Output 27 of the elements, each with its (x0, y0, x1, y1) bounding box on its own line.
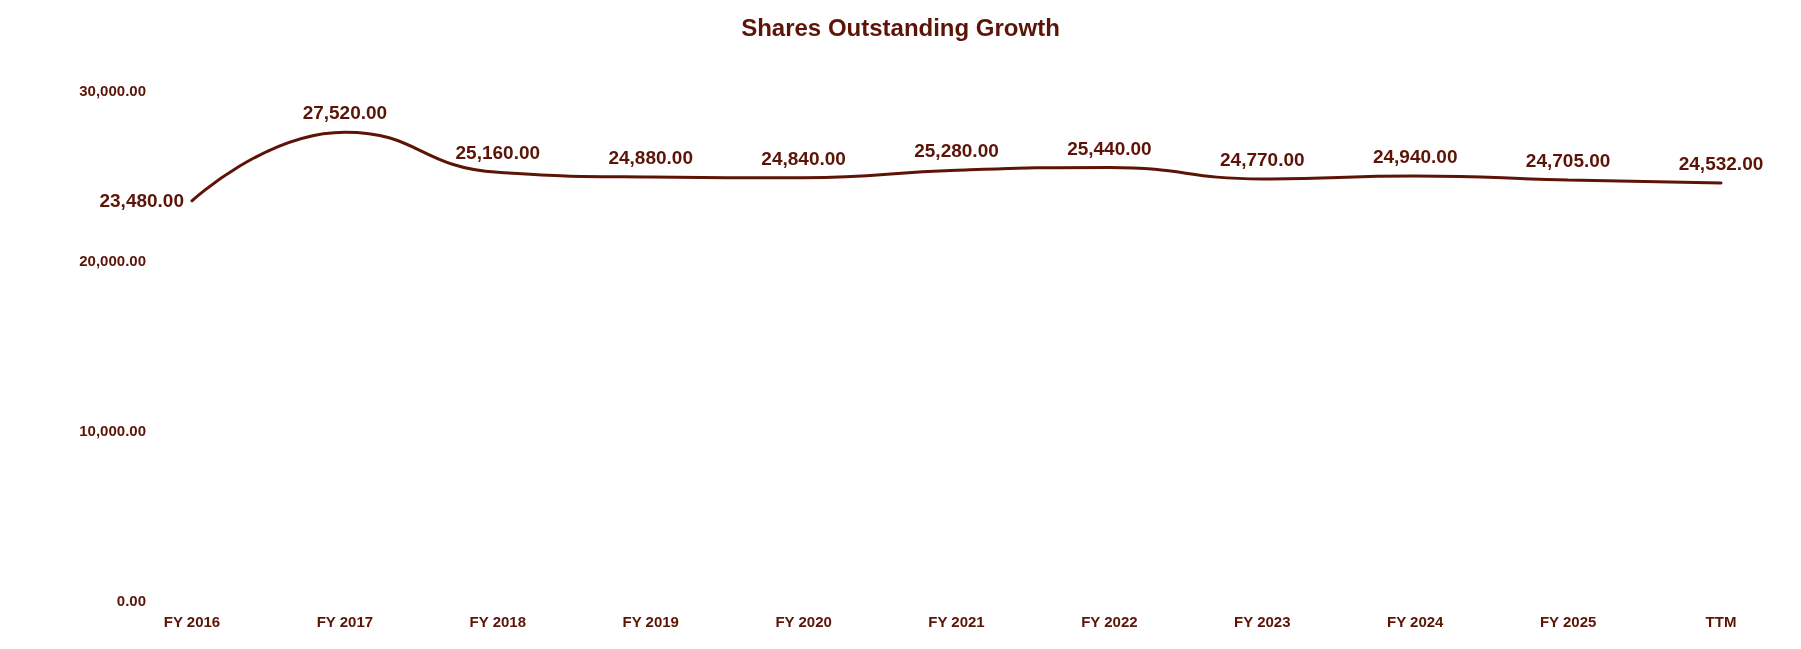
data-label: 25,440.00 (1067, 137, 1152, 159)
x-tick-label: FY 2020 (775, 613, 832, 630)
data-label: 24,840.00 (761, 147, 846, 169)
data-label: 24,532.00 (1678, 152, 1764, 174)
data-label: 25,160.00 (455, 142, 541, 164)
data-label: 24,770.00 (1220, 148, 1305, 170)
x-tick-label: FY 2019 (622, 613, 679, 630)
y-tick-label: 0.00 (116, 591, 146, 609)
y-tick-label: 10,000.00 (79, 421, 146, 439)
x-tick-label: TTM (1705, 613, 1737, 630)
data-label: 24,705.00 (1525, 150, 1611, 172)
x-tick-label: FY 2025 (1539, 613, 1597, 630)
x-tick-label: FY 2017 (316, 613, 374, 630)
data-label: 27,520.00 (302, 102, 388, 124)
y-tick-label: 20,000.00 (79, 251, 146, 269)
x-tick-label: FY 2024 (1386, 613, 1445, 630)
x-tick-label: FY 2022 (1081, 613, 1138, 630)
chart-title: Shares Outstanding Growth (741, 13, 1060, 41)
data-label: 23,480.00 (99, 190, 184, 212)
x-tick-label: FY 2018 (469, 613, 527, 630)
data-label: 24,880.00 (608, 147, 693, 169)
y-tick-label: 30,000.00 (79, 81, 146, 99)
data-label: 25,280.00 (914, 140, 999, 162)
x-tick-label: FY 2021 (928, 613, 985, 630)
x-tick-label: FY 2016 (163, 613, 221, 630)
x-tick-label: FY 2023 (1234, 613, 1291, 630)
data-label: 24,940.00 (1372, 146, 1458, 168)
